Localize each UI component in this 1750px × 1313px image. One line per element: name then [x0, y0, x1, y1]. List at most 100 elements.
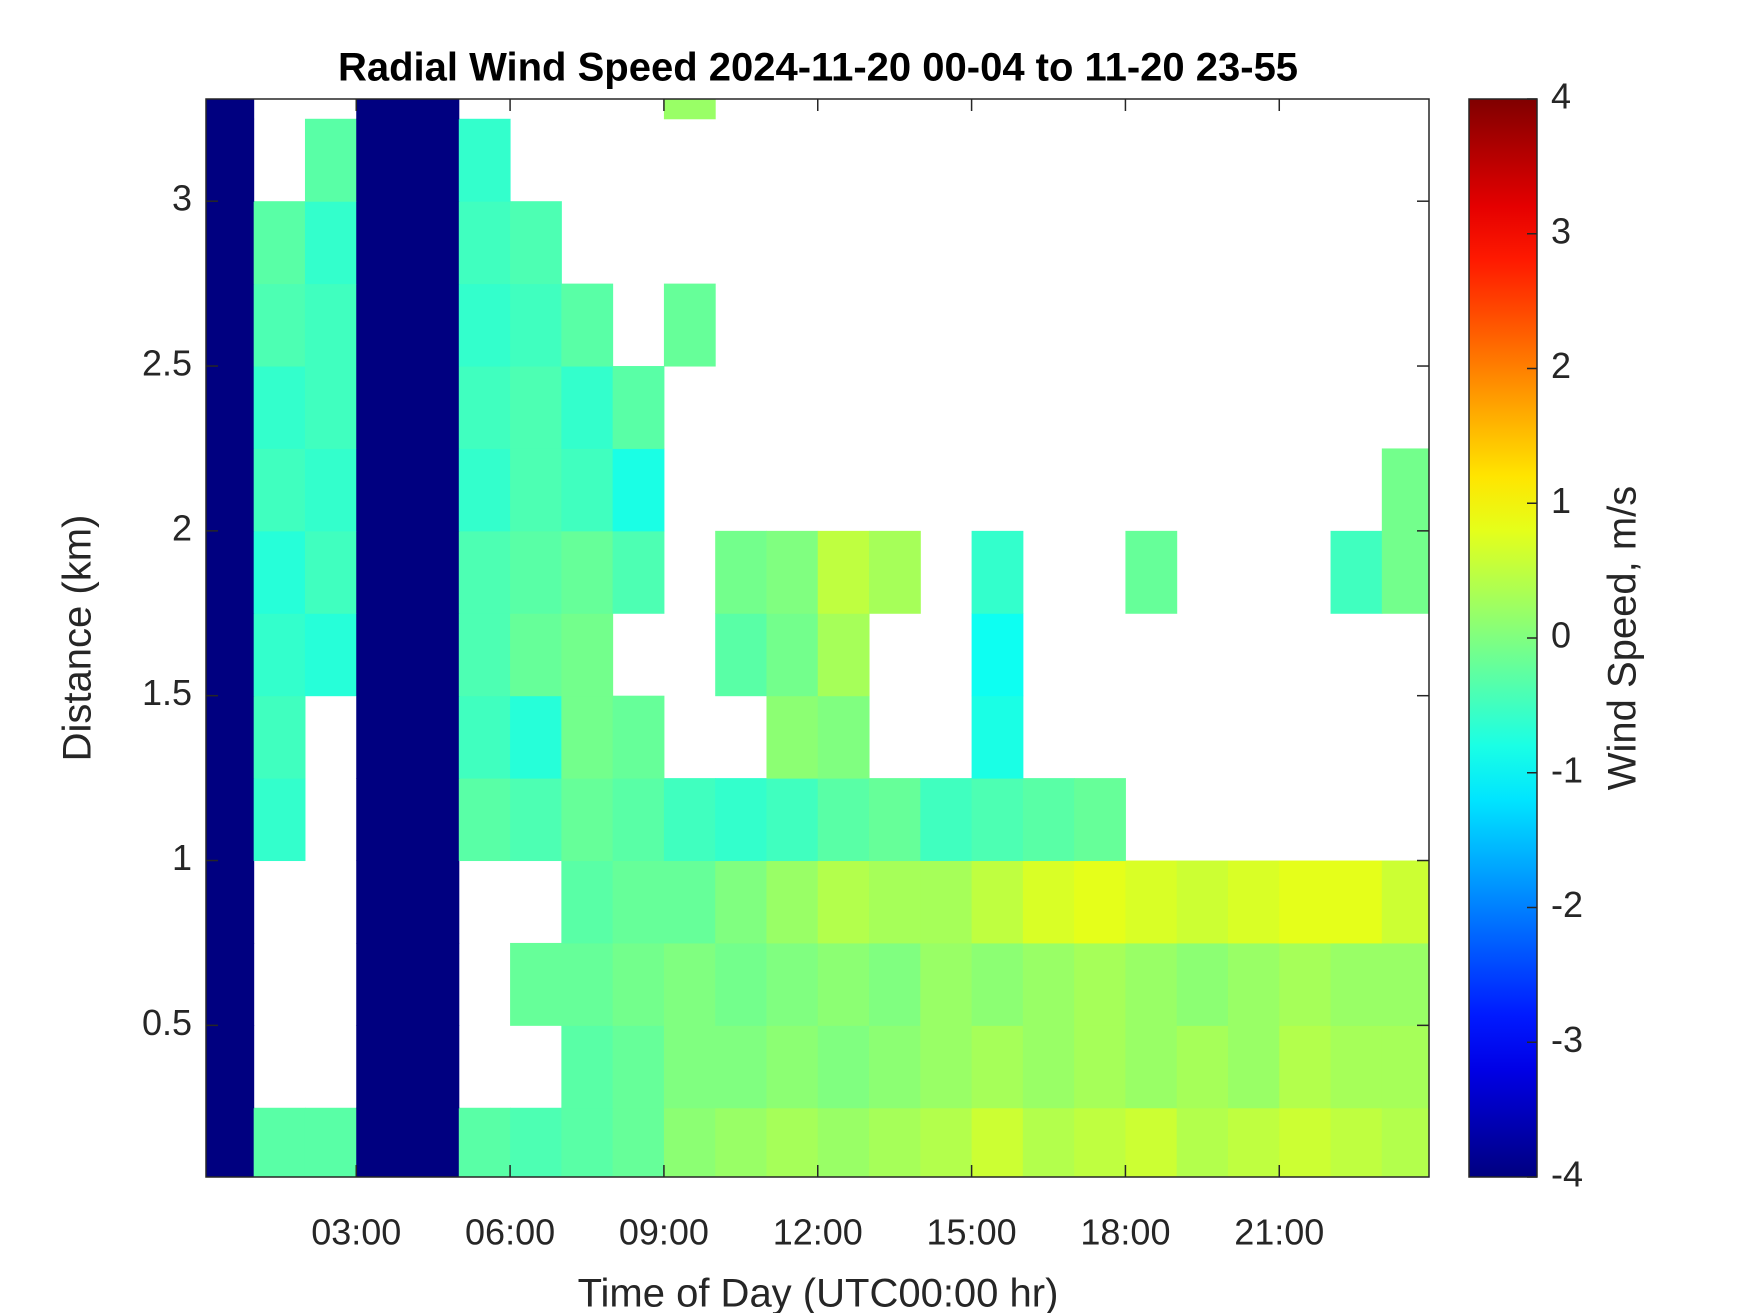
heatmap-cell	[356, 778, 409, 862]
heatmap-cell	[766, 860, 819, 944]
heatmap-cell	[561, 448, 614, 532]
heatmap-cell	[715, 613, 767, 697]
colorbar-tick-label: -3	[1551, 1019, 1583, 1060]
heatmap-cell	[561, 283, 614, 367]
heatmap-cell	[920, 1107, 973, 1177]
heatmap-cell	[407, 1107, 460, 1177]
heatmap-cell	[356, 99, 409, 120]
heatmap-cell	[1227, 1107, 1280, 1177]
heatmap-cell	[766, 1107, 819, 1177]
y-tick-label: 0.5	[142, 1002, 192, 1043]
heatmap-cell	[458, 283, 511, 367]
heatmap-cell	[356, 448, 409, 532]
heatmap-cell	[510, 283, 562, 367]
heatmap-cell	[510, 778, 562, 862]
heatmap-cell	[1330, 530, 1383, 614]
heatmap-cell	[1022, 1025, 1075, 1109]
heatmap-cell	[715, 942, 767, 1026]
heatmap-cell	[510, 448, 562, 532]
colorbar	[1468, 98, 1538, 1178]
heatmap-cell	[458, 118, 511, 202]
heatmap-cell	[206, 778, 255, 862]
heatmap-cell	[1381, 1107, 1429, 1177]
heatmap-cell	[206, 860, 255, 944]
colorbar-tick-label: -2	[1551, 884, 1583, 925]
heatmap-cell	[356, 530, 409, 614]
heatmap-cell	[971, 530, 1024, 614]
heatmap-cell	[817, 530, 870, 614]
heatmap-cell	[612, 695, 665, 779]
heatmap-cell	[356, 695, 409, 779]
heatmap-cell	[971, 860, 1024, 944]
heatmap-cell	[1074, 942, 1126, 1026]
colorbar-tick-label: -1	[1551, 749, 1583, 790]
heatmap-cell	[356, 942, 409, 1026]
heatmap-cell	[1330, 1025, 1383, 1109]
colorbar-label: Wind Speed, m/s	[1601, 486, 1645, 791]
heatmap-cell	[1381, 530, 1429, 614]
heatmap-cell	[1381, 1025, 1429, 1109]
heatmap-cell	[971, 613, 1024, 697]
y-tick-label: 1	[172, 837, 192, 878]
heatmap-cell	[253, 613, 306, 697]
heatmap-cell	[407, 695, 460, 779]
heatmap-cell	[869, 1025, 921, 1109]
heatmap-cell	[206, 99, 255, 120]
heatmap-cell	[304, 283, 357, 367]
heatmap-cell	[869, 1107, 921, 1177]
heatmap-cell	[920, 942, 973, 1026]
heatmap-cell	[304, 1107, 357, 1177]
heatmap-cell	[766, 530, 819, 614]
heatmap-cell	[715, 778, 767, 862]
heatmap-cell	[304, 448, 357, 532]
heatmap-cell	[206, 283, 255, 367]
heatmap-cell	[356, 201, 409, 285]
heatmap-cell	[407, 448, 460, 532]
heatmap-cell	[561, 695, 614, 779]
heatmap-cell	[206, 366, 255, 449]
heatmap-cell	[561, 778, 614, 862]
y-tick-label: 1.5	[142, 672, 192, 713]
heatmap-cell	[663, 1025, 716, 1109]
heatmap-cell	[407, 283, 460, 367]
heatmap-cell	[612, 530, 665, 614]
heatmap-cell	[1125, 1025, 1178, 1109]
heatmap-cell	[920, 860, 973, 944]
heatmap-cell	[356, 1107, 409, 1177]
chart-title: Radial Wind Speed 2024-11-20 00-04 to 11…	[338, 46, 1298, 90]
heatmap-cell	[407, 201, 460, 285]
heatmap-cell	[971, 695, 1024, 779]
colorbar-tick-label: 2	[1551, 345, 1571, 386]
heatmap-cell	[206, 1025, 255, 1109]
colorbar-tick-label: 0	[1551, 615, 1571, 656]
heatmap-cell	[971, 942, 1024, 1026]
heatmap-cell	[817, 778, 870, 862]
heatmap-cell	[663, 99, 716, 120]
heatmap-cell	[407, 99, 460, 120]
heatmap-cell	[869, 860, 921, 944]
heatmap-cell	[458, 366, 511, 449]
heatmap-cell	[458, 613, 511, 697]
heatmap-cell	[458, 778, 511, 862]
heatmap-cell	[304, 366, 357, 449]
heatmap-cell	[1381, 448, 1429, 532]
heatmap-cell	[1074, 1025, 1126, 1109]
heatmap-cell	[206, 118, 255, 202]
heatmap-cell	[1022, 1107, 1075, 1177]
axes: 03:00 06:00 09:00 12:00 15:00 18:00 21:00 0.5 1 1…	[142, 76, 1583, 1253]
heatmap-cell	[510, 366, 562, 449]
colorbar-tick-label: -4	[1551, 1154, 1583, 1195]
heatmap-cell	[1176, 860, 1229, 944]
heatmap-cell	[206, 942, 255, 1026]
heatmap-cell	[206, 530, 255, 614]
heatmap-cell	[1279, 1107, 1332, 1177]
heatmap-cell	[253, 778, 306, 862]
heatmap-cell	[407, 778, 460, 862]
heatmap-cell	[407, 366, 460, 449]
heatmap-cell	[1227, 942, 1280, 1026]
heatmap-cell	[1125, 530, 1178, 614]
heatmap-cell	[1074, 1107, 1126, 1177]
heatmap-cell	[206, 613, 255, 697]
heatmap-cell	[612, 860, 665, 944]
